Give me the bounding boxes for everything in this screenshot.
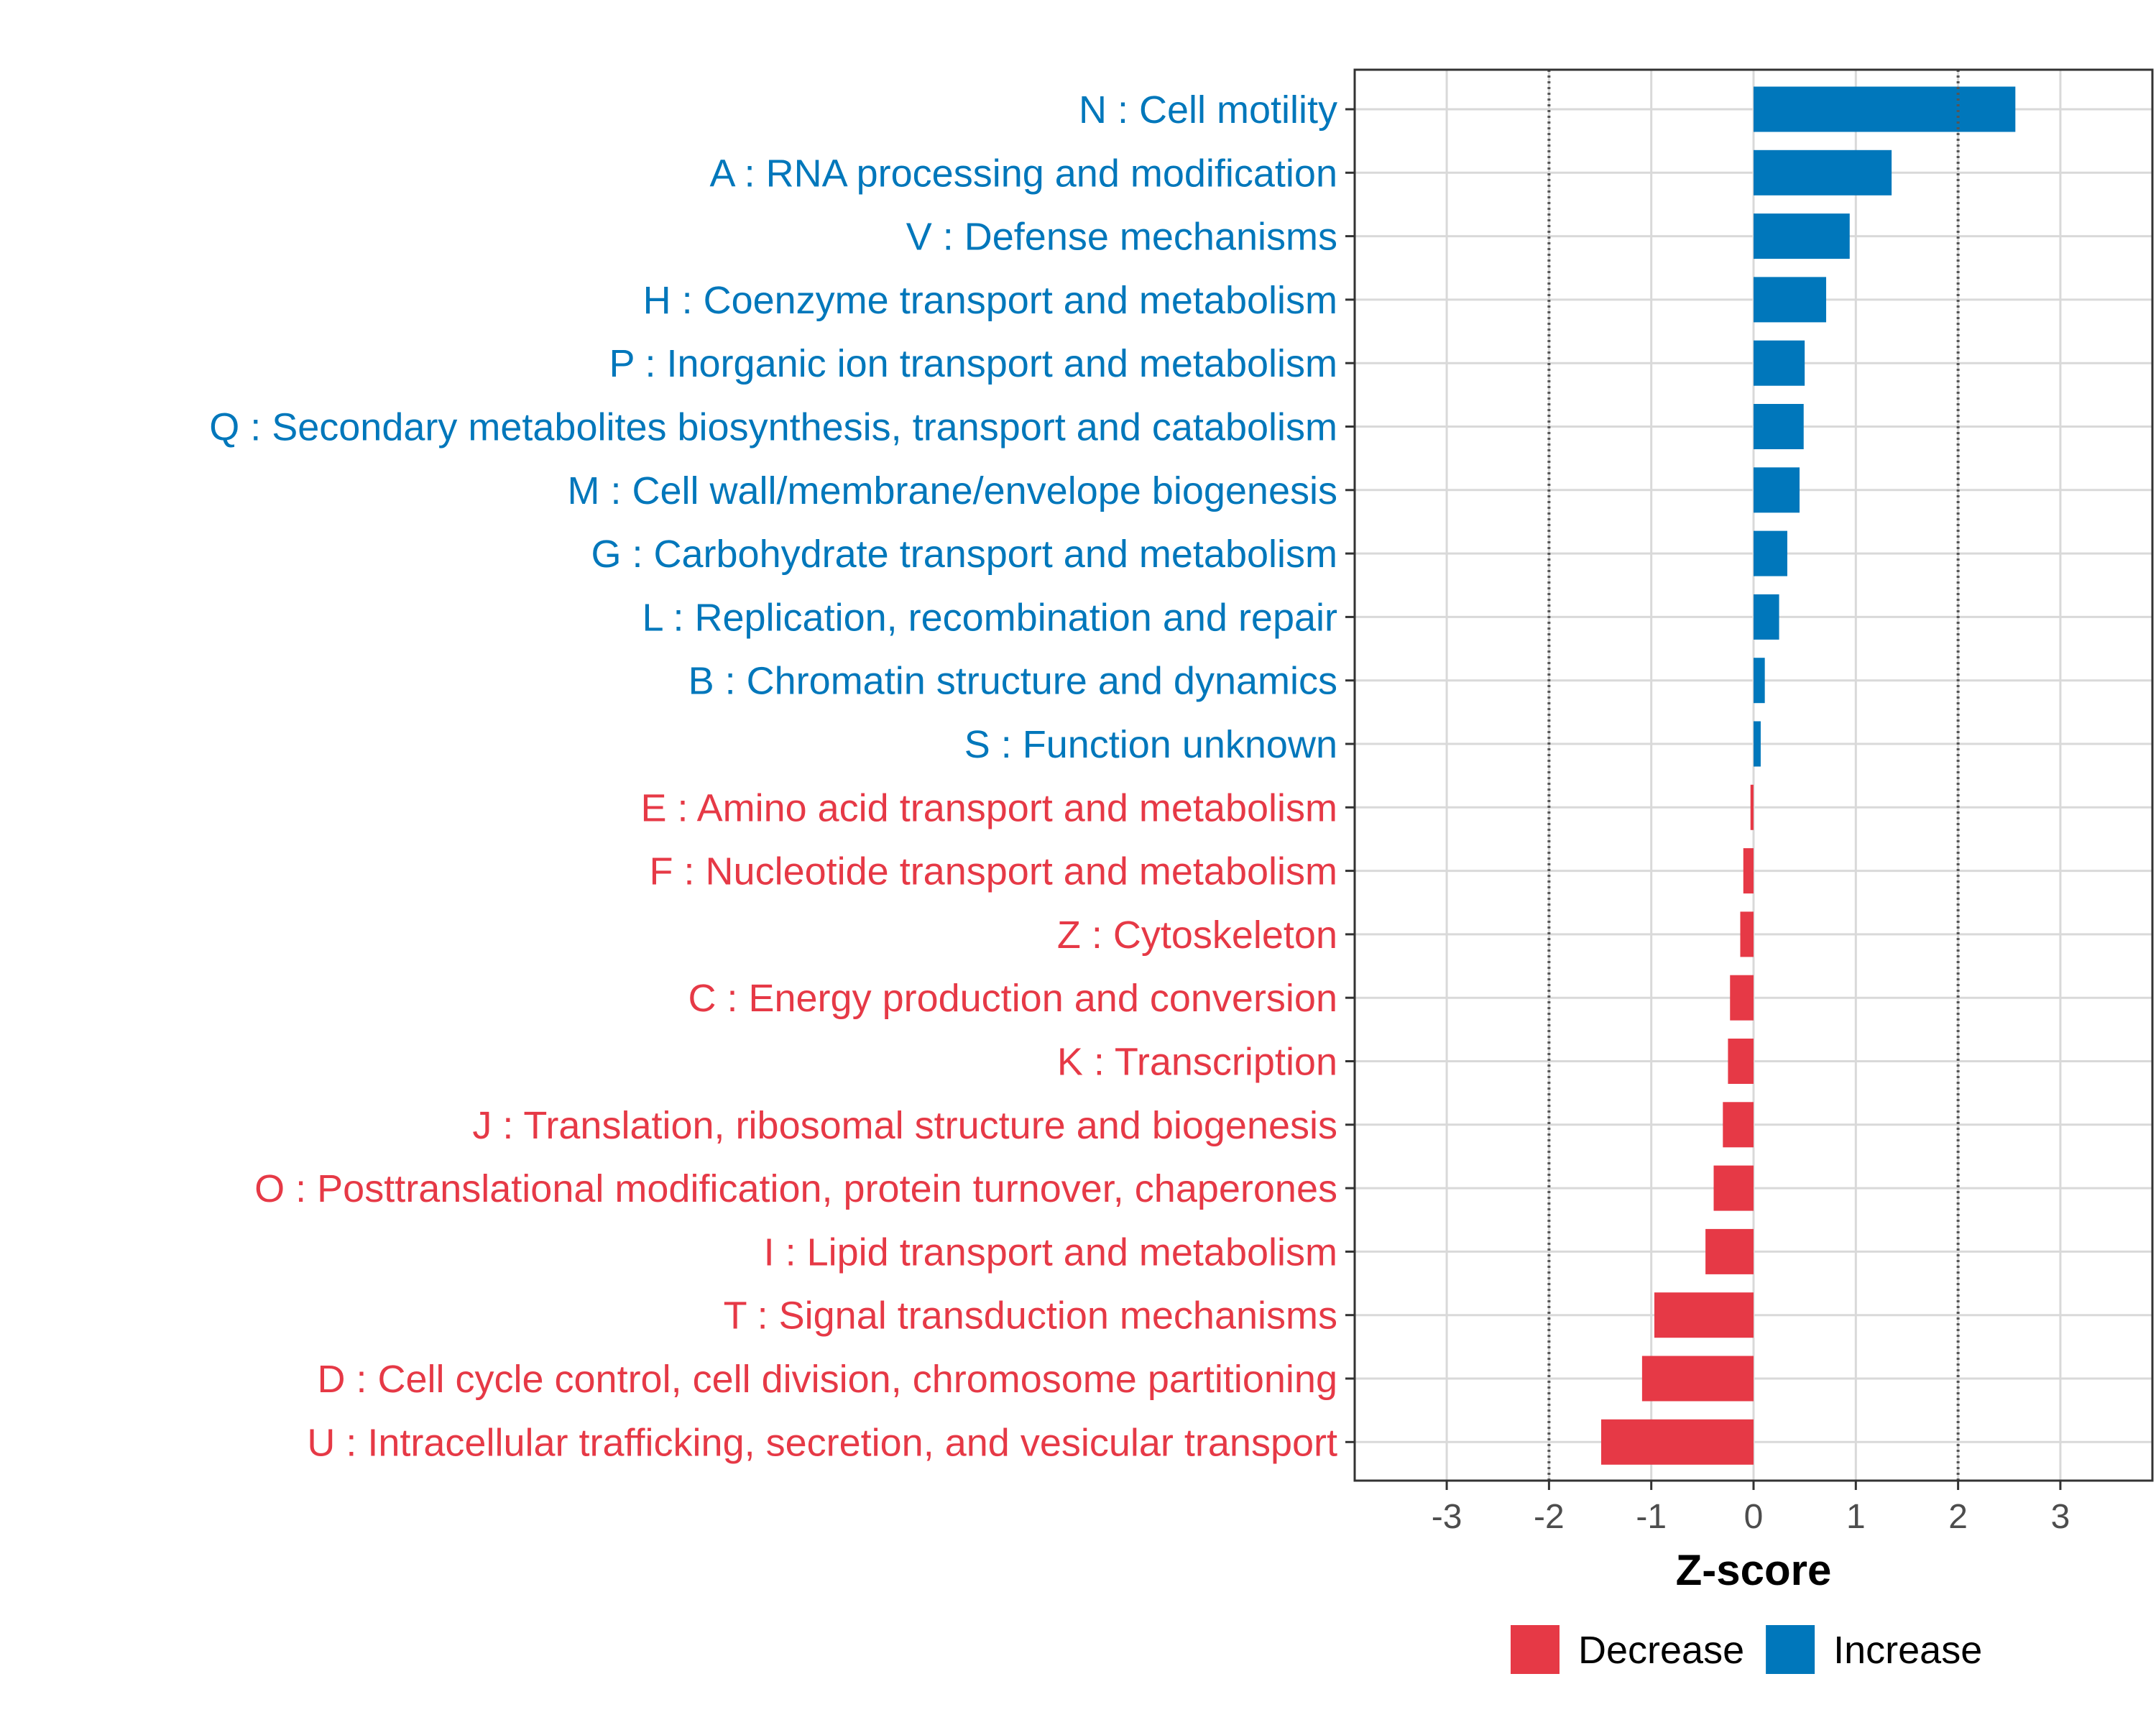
bar [1740,911,1754,957]
bar [1730,975,1754,1021]
x-tick-label: 0 [1744,1498,1764,1536]
category-label: M : Cell wall/membrane/envelope biogenes… [567,469,1337,512]
category-label: C : Energy production and conversion [688,977,1337,1020]
bar [1754,658,1765,704]
legend-swatch [1511,1625,1560,1674]
x-axis-title: Z-score [1676,1546,1832,1594]
category-label: S : Function unknown [964,723,1337,766]
category-label: Z : Cytoskeleton [1057,914,1337,957]
category-label: T : Signal transduction mechanisms [724,1294,1337,1338]
bar [1654,1292,1754,1338]
bar [1754,404,1804,449]
bar [1754,721,1761,767]
category-label: P : Inorganic ion transport and metaboli… [609,342,1337,385]
bar [1743,848,1754,894]
bar [1754,530,1787,576]
category-label: O : Posttranslational modification, prot… [254,1167,1337,1210]
legend: Decrease Increase [1511,1625,1982,1674]
category-label: D : Cell cycle control, cell division, c… [317,1358,1337,1401]
y-axis: N : Cell motility A : RNA processing and … [209,88,1355,1464]
bars [1600,86,2016,1465]
bar [1713,1165,1754,1211]
category-label: U : Intracellular trafficking, secretion… [307,1421,1337,1464]
x-tick-label: -2 [1534,1498,1565,1536]
bar [1754,86,2016,132]
legend-label: Decrease [1578,1629,1744,1672]
bar [1754,213,1850,259]
category-label: F : Nucleotide transport and metabolism [650,850,1337,893]
legend-label: Increase [1833,1629,1982,1672]
x-tick-label: 3 [2051,1498,2070,1536]
category-label: G : Carbohydrate transport and metabolis… [591,533,1338,576]
bar [1754,594,1779,640]
bar [1600,1419,1754,1465]
category-label: J : Translation, ribosomal structure and… [472,1104,1337,1147]
x-tick-label: -3 [1432,1498,1462,1536]
x-tick-label: 2 [1948,1498,1968,1536]
bar [1641,1356,1754,1402]
bar [1754,150,1892,196]
bar [1754,340,1805,386]
x-tick-label: -1 [1636,1498,1667,1536]
bar [1754,467,1800,513]
x-tick-label: 1 [1846,1498,1866,1536]
category-label: H : Coenzyme transport and metabolism [643,279,1337,322]
bar [1723,1102,1754,1148]
category-label: K : Transcription [1057,1041,1337,1084]
category-label: N : Cell motility [1079,88,1337,132]
bar [1750,784,1754,830]
category-label: B : Chromatin structure and dynamics [688,660,1337,703]
bar [1705,1228,1754,1274]
bar [1728,1039,1754,1084]
bar [1754,277,1827,323]
category-label: L : Replication, recombination and repai… [642,596,1337,639]
category-label: V : Defense mechanisms [906,216,1337,259]
category-label: Q : Secondary metabolites biosynthesis, … [209,406,1337,449]
category-label: E : Amino acid transport and metabolism [641,786,1337,829]
x-axis: -3 -2 -1 0 1 2 3 [1432,1481,2070,1536]
category-label: A : RNA processing and modification [710,152,1337,195]
category-label: I : Lipid transport and metabolism [764,1230,1337,1274]
legend-swatch [1766,1625,1815,1674]
